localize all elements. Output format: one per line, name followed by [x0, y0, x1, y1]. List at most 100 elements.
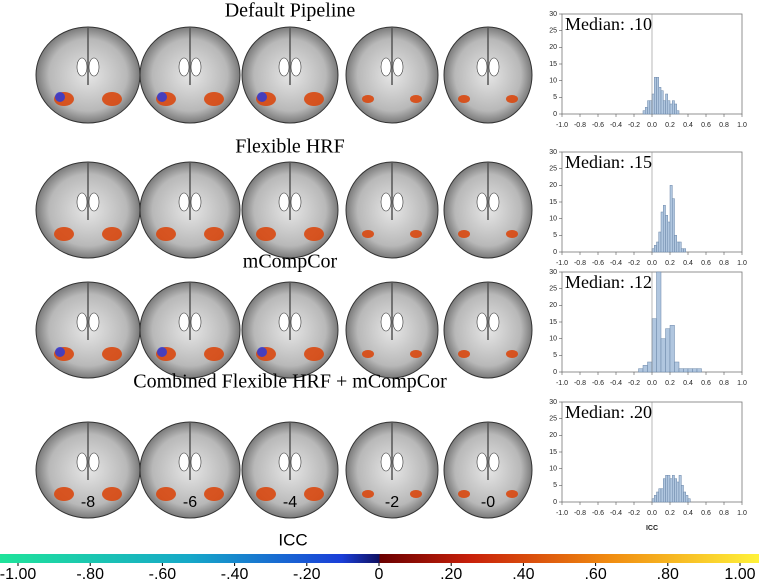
y-tick-label: 10: [549, 78, 557, 85]
x-tick-label: -1.0: [556, 122, 568, 129]
ventricle: [190, 57, 202, 77]
amygdala-blob: [410, 350, 422, 358]
ventricle: [76, 192, 88, 212]
hist-bar: [660, 488, 664, 503]
slice-label: -0: [481, 494, 495, 511]
y-tick-label: 15: [549, 319, 557, 326]
ventricle: [178, 452, 190, 472]
x-tick-label: -0.4: [610, 260, 622, 267]
hist-bar: [660, 90, 664, 115]
hist-bar: [649, 100, 653, 115]
hist-bar: [658, 231, 662, 253]
x-tick-label: -0.2: [628, 380, 640, 387]
ventricle: [88, 57, 100, 77]
x-tick-label: 0.6: [701, 510, 711, 517]
x-tick-label: -0.8: [574, 260, 586, 267]
slice-label: -8: [81, 494, 95, 511]
amygdala-blob: [204, 487, 224, 501]
amygdala-blob: [256, 487, 276, 501]
ventricle: [278, 312, 290, 332]
ventricle: [76, 57, 88, 77]
ventricle: [278, 57, 290, 77]
y-tick-label: 25: [549, 416, 557, 423]
amygdala-blob: [458, 95, 470, 103]
blue-blob: [55, 347, 65, 357]
x-tick-label: -0.8: [574, 510, 586, 517]
amygdala-blob: [506, 490, 518, 498]
amygdala-blob: [54, 487, 74, 501]
ventricle: [178, 57, 190, 77]
y-tick-label: 15: [549, 61, 557, 68]
ventricle: [190, 452, 202, 472]
amygdala-blob: [102, 92, 122, 106]
colorbar-tick-label: -.40: [221, 566, 249, 583]
hist-bar: [658, 87, 662, 115]
x-tick-label: 1.0: [737, 380, 747, 387]
ventricle: [392, 192, 404, 212]
hist-bar: [678, 475, 682, 503]
brain-slice: [35, 161, 141, 259]
colorbar-tick-label: 1.00: [724, 566, 755, 583]
brain-slice: [139, 421, 241, 519]
brain-slice: [443, 26, 533, 124]
amygdala-blob: [458, 490, 470, 498]
brain-slice: [443, 161, 533, 259]
hist-bar: [669, 478, 673, 503]
x-tick-label: 1.0: [737, 260, 747, 267]
ventricle: [190, 192, 202, 212]
x-axis-label: ICC: [646, 525, 658, 532]
row-title: mCompCor: [243, 251, 338, 273]
ventricle: [392, 312, 404, 332]
ventricle: [476, 57, 488, 77]
hist-bar: [656, 491, 659, 503]
y-tick-label: 25: [549, 28, 557, 35]
brain-slice: [345, 281, 439, 379]
x-tick-label: 1.0: [737, 510, 747, 517]
colorbar-tick-label: .40: [512, 566, 534, 583]
amygdala-blob: [102, 487, 122, 501]
hist-bar: [676, 241, 680, 253]
x-tick-label: 0.4: [683, 260, 693, 267]
x-tick-label: -0.4: [610, 510, 622, 517]
x-tick-label: -0.2: [628, 122, 640, 129]
hist-bar: [687, 498, 691, 503]
brain-slice: [139, 281, 241, 379]
y-tick-label: 15: [549, 199, 557, 206]
amygdala-blob: [54, 227, 74, 241]
hist-bar: [681, 248, 684, 253]
amygdala-blob: [102, 347, 122, 361]
ventricle: [380, 192, 392, 212]
x-tick-label: 0.2: [665, 510, 675, 517]
blue-blob: [157, 347, 167, 357]
hist-bar: [674, 103, 677, 115]
ventricle: [88, 192, 100, 212]
amygdala-blob: [156, 227, 176, 241]
slice-label: -2: [385, 494, 399, 511]
hist-bar: [692, 368, 698, 373]
hist-bar: [654, 77, 657, 115]
amygdala-blob: [204, 92, 224, 106]
ventricle: [88, 452, 100, 472]
brain-slice: [139, 26, 241, 124]
median-annotation: Median: .10: [565, 14, 652, 34]
y-tick-label: 0: [553, 499, 557, 506]
amygdala-blob: [304, 227, 324, 241]
ventricle: [290, 192, 302, 212]
amygdala-blob: [256, 227, 276, 241]
hist-bar: [642, 110, 646, 115]
hist-bar: [674, 478, 677, 503]
amygdala-blob: [506, 350, 518, 358]
brain-slice: [241, 281, 339, 379]
x-tick-label: 0.6: [701, 380, 711, 387]
hist-bar: [656, 77, 659, 115]
x-tick-label: -0.6: [592, 260, 604, 267]
hist-bar: [685, 495, 689, 503]
row-title: Flexible HRF: [235, 136, 344, 158]
blue-blob: [257, 347, 267, 357]
brain-slice: [139, 161, 241, 259]
brain-slice: [35, 26, 141, 124]
amygdala-blob: [204, 347, 224, 361]
colorbar-tick-label: -.80: [76, 566, 104, 583]
amygdala-blob: [410, 490, 422, 498]
